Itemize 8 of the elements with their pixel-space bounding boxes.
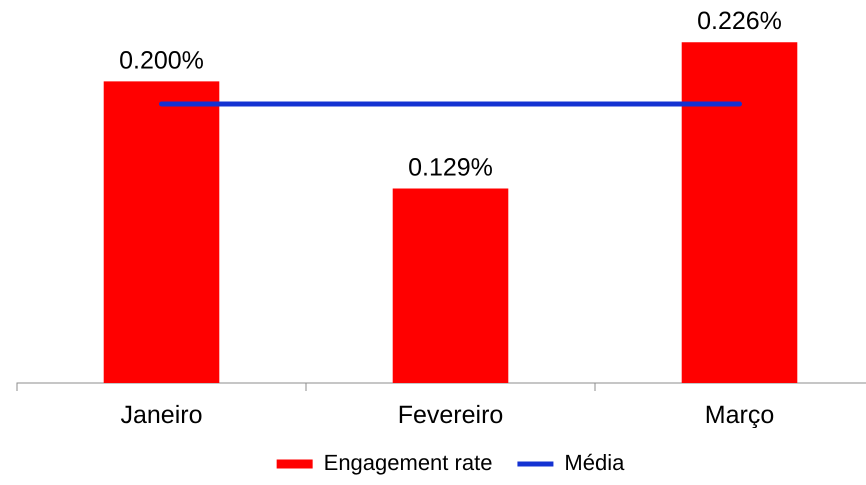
data-label: 0.129% bbox=[408, 153, 493, 182]
x-tick-label: Março bbox=[704, 400, 774, 429]
data-label: 0.200% bbox=[119, 46, 204, 74]
x-tick-label: Janeiro bbox=[120, 400, 202, 429]
data-label: 0.226% bbox=[697, 7, 782, 36]
legend-label: Média bbox=[564, 450, 626, 476]
legend-label: Engagement rate bbox=[324, 450, 492, 476]
x-tick-label: Fevereiro bbox=[398, 400, 504, 429]
